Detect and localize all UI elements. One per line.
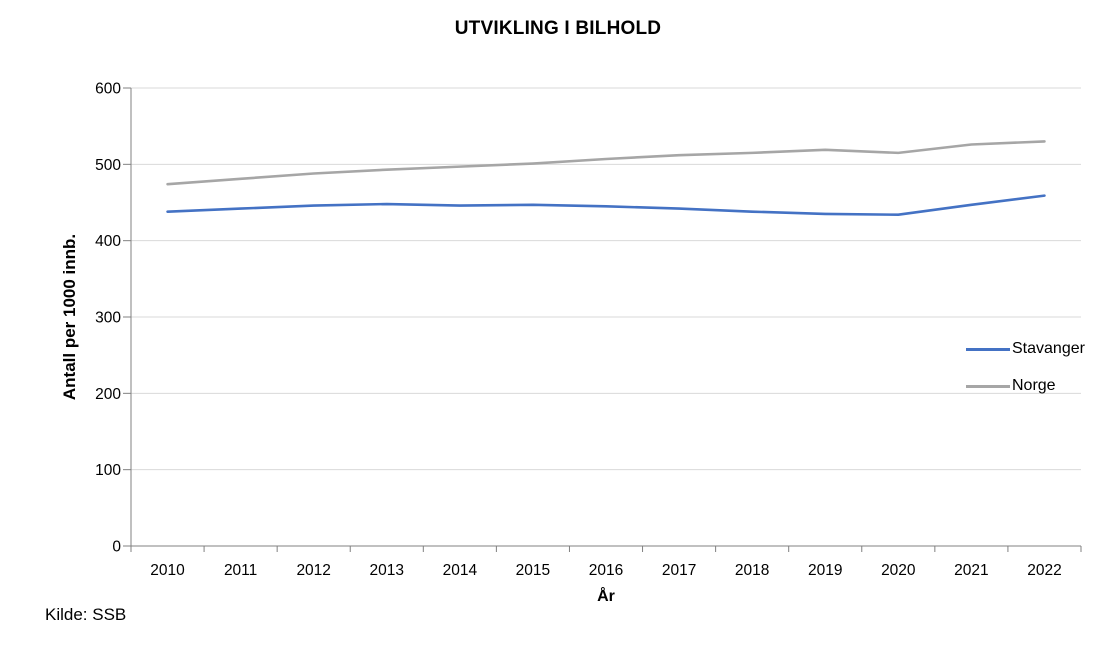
x-axis-title: År — [597, 588, 615, 605]
svg-text:2013: 2013 — [370, 562, 404, 579]
svg-text:200: 200 — [95, 386, 121, 403]
svg-text:2014: 2014 — [443, 562, 478, 579]
stavanger-line-swatch — [966, 347, 1010, 351]
y-axis-title: Antall per 1000 innb. — [60, 233, 79, 401]
svg-text:400: 400 — [95, 233, 121, 250]
source-note: Kilde: SSB — [45, 605, 127, 624]
svg-text:0: 0 — [112, 539, 121, 556]
svg-text:2010: 2010 — [150, 562, 185, 579]
svg-text:300: 300 — [95, 310, 121, 327]
legend-label-norge: Norge — [1012, 377, 1056, 394]
svg-text:2011: 2011 — [224, 562, 257, 579]
svg-text:2016: 2016 — [589, 562, 623, 579]
svg-text:2021: 2021 — [954, 562, 988, 579]
legend-item-norge: Norge — [966, 377, 1056, 395]
svg-text:2017: 2017 — [662, 562, 696, 579]
svg-text:2020: 2020 — [881, 562, 916, 579]
svg-text:600: 600 — [95, 81, 121, 98]
svg-text:2018: 2018 — [735, 562, 769, 579]
svg-text:2022: 2022 — [1027, 562, 1061, 579]
svg-text:2015: 2015 — [516, 562, 550, 579]
svg-text:2019: 2019 — [808, 562, 842, 579]
chart-title: UTVIKLING I BILHOLD — [454, 18, 662, 39]
legend-label-stavanger: Stavanger — [1012, 340, 1085, 357]
svg-text:2012: 2012 — [296, 562, 330, 579]
norge-line-swatch — [966, 384, 1010, 388]
svg-text:100: 100 — [95, 462, 121, 479]
legend-item-stavanger: Stavanger — [966, 340, 1085, 358]
svg-text:500: 500 — [95, 157, 121, 174]
